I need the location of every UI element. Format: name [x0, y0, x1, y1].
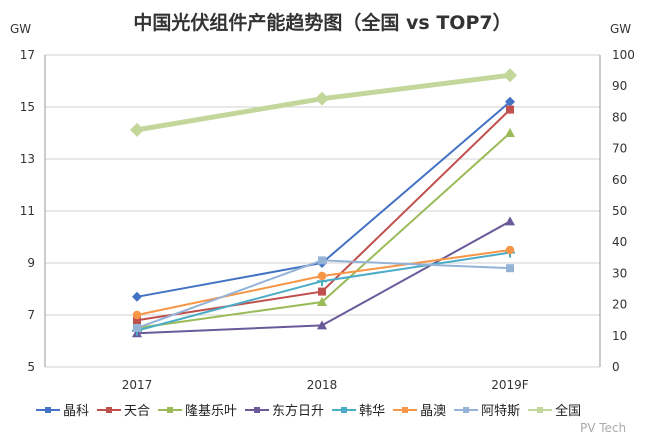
legend-item: 阿特斯 — [454, 400, 520, 419]
data-point-晶科 — [505, 96, 515, 107]
right-tick-label: 60 — [612, 173, 627, 187]
legend-item: 全国 — [528, 400, 581, 419]
legend-label: 晶澳 — [420, 404, 447, 419]
left-tick-label: 13 — [20, 152, 35, 166]
right-tick-label: 80 — [612, 110, 627, 124]
data-point-东方日升 — [317, 320, 327, 330]
legend-marker-icon — [97, 406, 122, 413]
data-point-阿特斯 — [133, 324, 141, 332]
data-point-东方日升 — [505, 216, 515, 226]
legend-marker-icon — [393, 406, 418, 413]
right-tick-label: 20 — [612, 298, 627, 312]
legend-label: 全国 — [555, 404, 582, 419]
legend-item: 隆基乐叶 — [158, 400, 237, 419]
legend-label: 韩华 — [359, 404, 386, 419]
right-tick-label: 40 — [612, 235, 627, 249]
x-tick-label: 2018 — [307, 378, 338, 392]
left-tick-label: 15 — [20, 100, 35, 114]
right-tick-label: 50 — [612, 204, 627, 218]
legend-item: 晶澳 — [393, 400, 446, 419]
right-tick-label: 10 — [612, 329, 627, 343]
right-tick-label: 30 — [612, 266, 627, 280]
legend-marker-icon — [528, 406, 553, 413]
data-point-天合 — [318, 287, 326, 296]
legend-label: 东方日升 — [272, 404, 325, 419]
chart-title: 中国光伏组件产能趋势图（全国 vs TOP7） — [133, 12, 512, 34]
data-point-全国 — [315, 91, 329, 106]
data-point-隆基乐叶 — [505, 128, 515, 137]
right-tick-label: 100 — [612, 48, 635, 62]
series-line-隆基乐叶 — [136, 132, 511, 329]
right-tick-label: 70 — [612, 142, 627, 156]
legend-item: 天合 — [97, 400, 150, 419]
x-tick-label: 2019F — [491, 378, 529, 392]
legend-marker-icon — [332, 406, 357, 413]
right-tick-label: 0 — [612, 360, 620, 374]
legend-label: 天合 — [124, 404, 151, 419]
legend: 晶科 天合 隆基乐叶 东方日升 韩华 晶澳 阿特斯 全国 — [36, 400, 636, 419]
data-point-阿特斯 — [318, 256, 326, 265]
data-point-晶澳 — [132, 310, 142, 320]
legend-marker-icon — [158, 406, 183, 413]
legend-marker-icon — [454, 406, 479, 413]
legend-label: 阿特斯 — [481, 404, 521, 419]
data-point-隆基乐叶 — [317, 297, 327, 306]
data-point-晶澳 — [317, 271, 327, 281]
left-tick-label: 5 — [27, 360, 35, 374]
legend-item: 东方日升 — [245, 400, 324, 419]
right-axis-unit: GW — [610, 22, 632, 36]
data-point-天合 — [506, 105, 514, 114]
left-axis-unit: GW — [10, 22, 32, 36]
data-point-天合 — [133, 316, 141, 325]
legend-marker-icon — [245, 406, 270, 413]
legend-label: 隆基乐叶 — [185, 404, 238, 419]
x-tick-label: 2017 — [122, 378, 153, 392]
series-line-晶科 — [136, 101, 511, 298]
data-point-晶科 — [132, 291, 142, 302]
right-tick-label: 90 — [612, 79, 627, 93]
watermark: PV Tech — [580, 421, 627, 435]
legend-item: 韩华 — [332, 400, 385, 419]
data-point-晶澳 — [505, 245, 515, 255]
left-tick-label: 11 — [20, 204, 35, 218]
data-point-全国 — [503, 68, 517, 83]
legend-item: 晶科 — [36, 400, 89, 419]
legend-marker-icon — [36, 406, 60, 413]
legend-label: 晶科 — [63, 404, 90, 419]
left-tick-label: 17 — [20, 48, 35, 62]
left-tick-label: 7 — [27, 308, 35, 322]
data-point-全国 — [130, 122, 144, 137]
left-tick-label: 9 — [27, 256, 35, 270]
data-point-阿特斯 — [506, 264, 514, 273]
